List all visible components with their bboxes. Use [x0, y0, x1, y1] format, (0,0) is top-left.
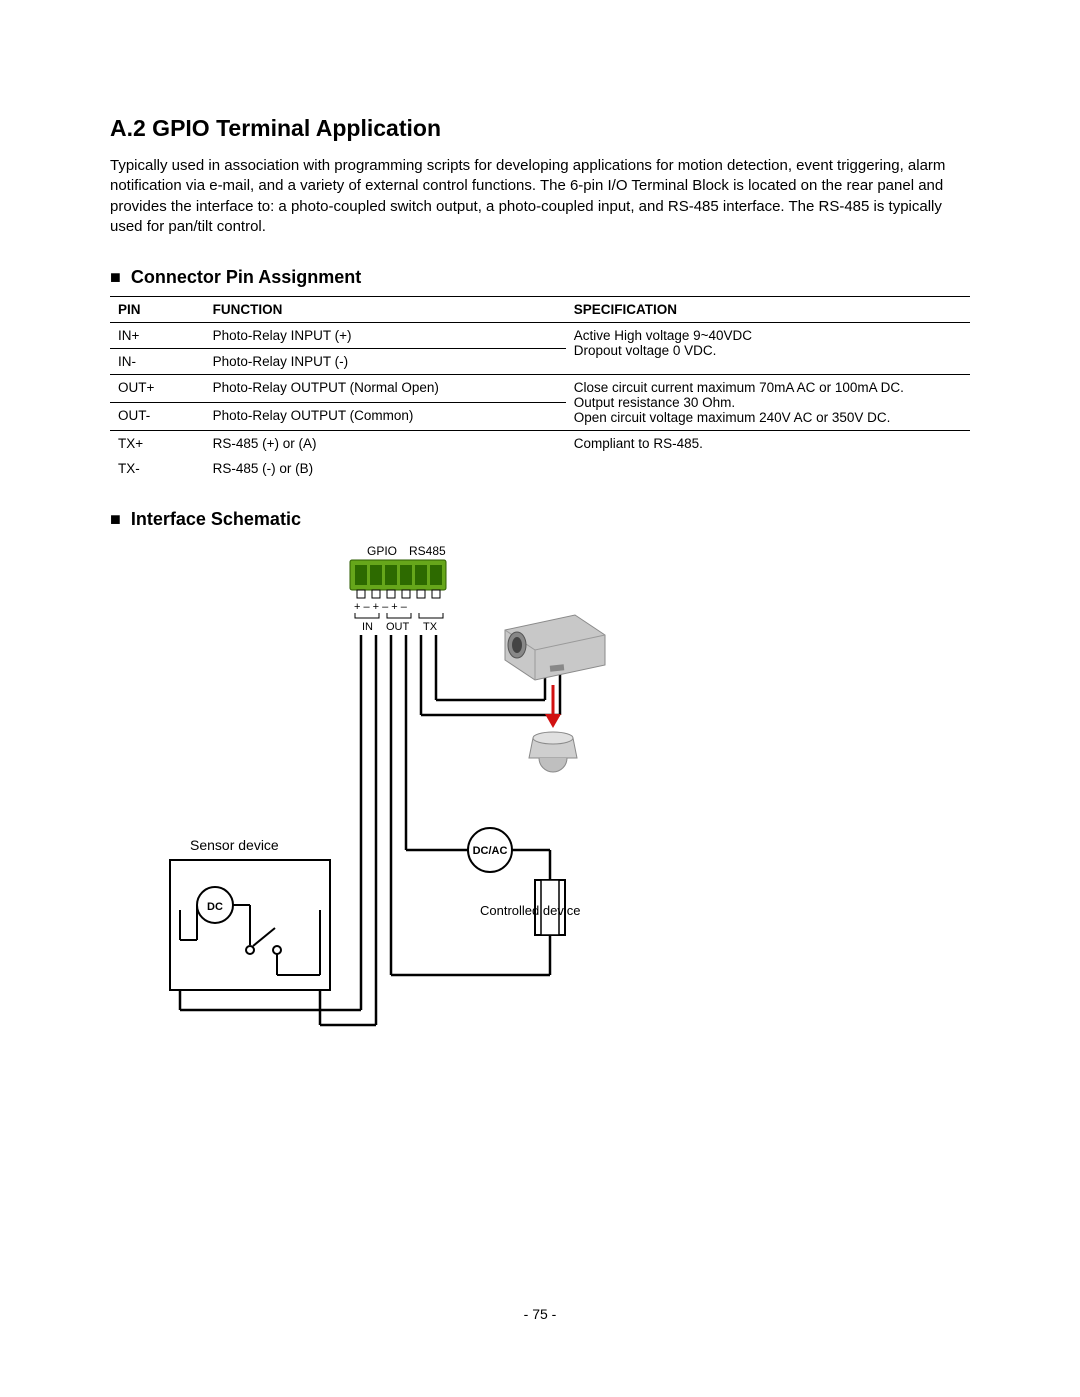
- subheading-connector-text: Connector Pin Assignment: [131, 267, 361, 287]
- th-func: FUNCTION: [205, 297, 566, 323]
- th-pin: PIN: [110, 297, 205, 323]
- schematic-svg: GPIO RS485 + – + – + –: [155, 540, 755, 1040]
- spec-line: Dropout voltage 0 VDC.: [574, 343, 717, 358]
- label-tx: TX: [423, 621, 438, 633]
- label-out: OUT: [386, 621, 410, 633]
- terminal-connector-icon: [350, 560, 446, 598]
- square-bullet-icon: ■: [110, 267, 121, 287]
- spec-line: Active High voltage 9~40VDC: [574, 328, 752, 343]
- section-title: A.2 GPIO Terminal Application: [110, 115, 970, 142]
- spec-line: Close circuit current maximum 70mA AC or…: [574, 380, 904, 395]
- spec-line: Open circuit voltage maximum 240V AC or …: [574, 410, 891, 425]
- cell-pin: TX-: [110, 456, 205, 481]
- spec-line: Output resistance 30 Ohm.: [574, 395, 735, 410]
- label-in: IN: [362, 621, 373, 633]
- schematic-diagram: GPIO RS485 + – + – + –: [155, 540, 755, 1040]
- page-number: - 75 -: [0, 1306, 1080, 1322]
- table-row: IN+ Photo-Relay INPUT (+) Active High vo…: [110, 323, 970, 349]
- subheading-schematic: ■ Interface Schematic: [110, 509, 970, 530]
- th-spec: SPECIFICATION: [566, 297, 970, 323]
- cell-pin: IN-: [110, 349, 205, 375]
- table-header-row: PIN FUNCTION SPECIFICATION: [110, 297, 970, 323]
- cell-spec: Compliant to RS-485.: [566, 431, 970, 482]
- label-rs485: RS485: [409, 544, 446, 558]
- subheading-schematic-text: Interface Schematic: [131, 509, 301, 529]
- label-signs: + – + – + –: [354, 601, 408, 613]
- cell-func: Photo-Relay INPUT (-): [205, 349, 566, 375]
- cell-spec: Close circuit current maximum 70mA AC or…: [566, 375, 970, 431]
- subheading-connector: ■ Connector Pin Assignment: [110, 267, 970, 288]
- cell-spec: Active High voltage 9~40VDC Dropout volt…: [566, 323, 970, 375]
- cell-pin: IN+: [110, 323, 205, 349]
- label-controlled: Controlled device: [480, 903, 580, 918]
- label-sensor: Sensor device: [190, 837, 279, 853]
- camera-icon: [505, 615, 605, 680]
- intro-paragraph: Typically used in association with progr…: [110, 156, 970, 237]
- table-row: OUT+ Photo-Relay OUTPUT (Normal Open) Cl…: [110, 375, 970, 403]
- square-bullet-icon: ■: [110, 509, 121, 529]
- cell-func: RS-485 (-) or (B): [205, 456, 566, 481]
- dome-camera-icon: [529, 732, 577, 772]
- table-row: TX+ RS-485 (+) or (A) Compliant to RS-48…: [110, 431, 970, 457]
- pin-table: PIN FUNCTION SPECIFICATION IN+ Photo-Rel…: [110, 296, 970, 481]
- cell-func: Photo-Relay INPUT (+): [205, 323, 566, 349]
- cell-pin: TX+: [110, 431, 205, 457]
- label-dcac: DC/AC: [473, 845, 508, 857]
- label-gpio: GPIO: [367, 544, 397, 558]
- label-dc: DC: [207, 901, 223, 913]
- cell-func: RS-485 (+) or (A): [205, 431, 566, 457]
- cell-func: Photo-Relay OUTPUT (Common): [205, 403, 566, 431]
- cell-func: Photo-Relay OUTPUT (Normal Open): [205, 375, 566, 403]
- cell-pin: OUT+: [110, 375, 205, 403]
- cell-pin: OUT-: [110, 403, 205, 431]
- arrow-down-icon: [545, 685, 561, 728]
- page: A.2 GPIO Terminal Application Typically …: [0, 0, 1080, 1397]
